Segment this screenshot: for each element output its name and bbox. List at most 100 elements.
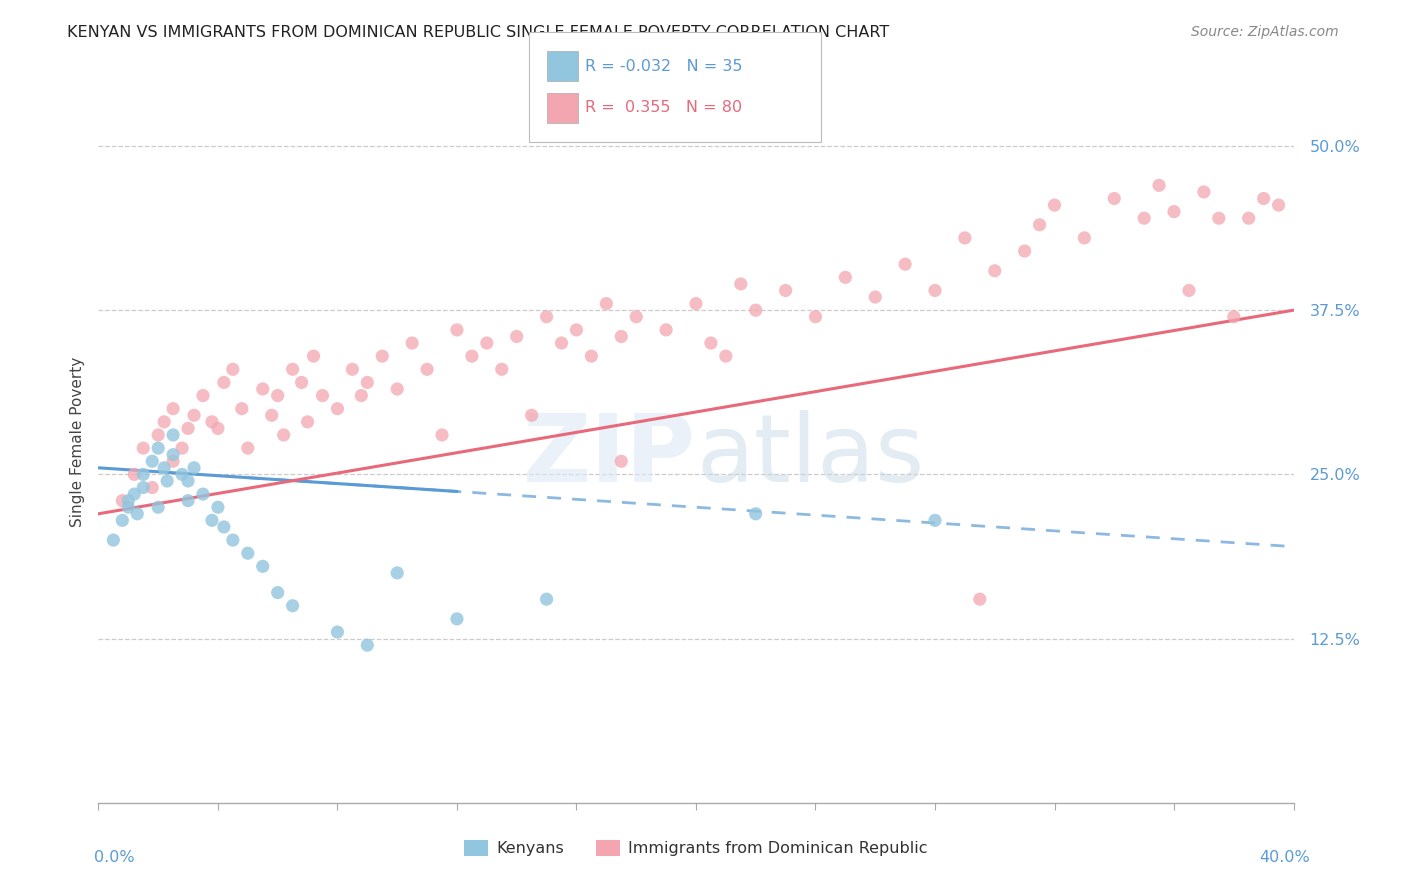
Point — [1133, 211, 1156, 226]
Point — [156, 474, 179, 488]
Point — [834, 270, 856, 285]
Point — [1178, 284, 1201, 298]
Point — [1267, 198, 1289, 212]
Point — [132, 441, 155, 455]
Point — [416, 362, 439, 376]
Point — [291, 376, 314, 390]
Point — [401, 336, 423, 351]
Point — [177, 474, 200, 488]
Point — [506, 329, 529, 343]
Point — [297, 415, 319, 429]
Point — [1104, 192, 1126, 206]
Point — [1073, 231, 1095, 245]
Point — [162, 454, 184, 468]
Point — [302, 349, 325, 363]
Point — [162, 448, 184, 462]
Point — [1043, 198, 1066, 212]
Point — [222, 362, 245, 376]
Point — [267, 388, 290, 402]
Legend: Kenyans, Immigrants from Dominican Republic: Kenyans, Immigrants from Dominican Repub… — [464, 839, 928, 856]
Point — [212, 376, 235, 390]
Point — [127, 507, 149, 521]
Point — [207, 500, 229, 515]
Point — [356, 376, 378, 390]
Point — [281, 599, 304, 613]
Point — [581, 349, 603, 363]
Point — [520, 409, 543, 423]
Point — [162, 401, 184, 416]
Point — [148, 428, 170, 442]
Point — [177, 493, 200, 508]
Point — [350, 388, 373, 402]
Point — [201, 415, 224, 429]
Point — [775, 284, 797, 298]
Point — [260, 409, 283, 423]
Point — [117, 500, 139, 515]
Point — [191, 487, 214, 501]
Text: 40.0%: 40.0% — [1260, 850, 1310, 865]
Point — [177, 421, 200, 435]
Point — [1163, 204, 1185, 219]
Point — [610, 329, 633, 343]
Point — [222, 533, 245, 547]
Point — [342, 362, 364, 376]
Point — [446, 323, 468, 337]
Point — [655, 323, 678, 337]
Point — [745, 507, 768, 521]
Point — [191, 388, 214, 402]
Point — [111, 493, 134, 508]
Point — [273, 428, 295, 442]
Point — [475, 336, 498, 351]
Point — [141, 454, 163, 468]
Point — [231, 401, 253, 416]
Point — [326, 401, 349, 416]
Y-axis label: Single Female Poverty: Single Female Poverty — [69, 357, 84, 526]
Point — [1237, 211, 1260, 226]
Point — [536, 310, 558, 324]
Point — [236, 546, 259, 560]
Point — [103, 533, 125, 547]
Point — [1014, 244, 1036, 258]
Text: atlas: atlas — [696, 410, 924, 502]
Point — [124, 487, 146, 501]
Point — [252, 559, 274, 574]
Point — [924, 513, 946, 527]
Text: 0.0%: 0.0% — [94, 850, 135, 865]
Point — [141, 481, 163, 495]
Point — [172, 441, 194, 455]
Point — [745, 303, 768, 318]
Text: KENYAN VS IMMIGRANTS FROM DOMINICAN REPUBLIC SINGLE FEMALE POVERTY CORRELATION C: KENYAN VS IMMIGRANTS FROM DOMINICAN REPU… — [67, 25, 890, 40]
Point — [148, 441, 170, 455]
Point — [153, 415, 176, 429]
Point — [385, 566, 409, 580]
Point — [700, 336, 723, 351]
Point — [183, 460, 205, 475]
Point — [117, 493, 139, 508]
Text: Source: ZipAtlas.com: Source: ZipAtlas.com — [1191, 25, 1339, 39]
Point — [595, 296, 617, 310]
Point — [132, 481, 155, 495]
Point — [1028, 218, 1050, 232]
Point — [536, 592, 558, 607]
Point — [153, 460, 176, 475]
Point — [894, 257, 917, 271]
Point — [207, 421, 229, 435]
Point — [969, 592, 991, 607]
Text: R = -0.032   N = 35: R = -0.032 N = 35 — [585, 59, 742, 73]
Point — [730, 277, 752, 291]
Point — [446, 612, 468, 626]
Point — [550, 336, 572, 351]
Point — [1253, 192, 1275, 206]
Point — [1192, 185, 1215, 199]
Point — [148, 500, 170, 515]
Text: R =  0.355   N = 80: R = 0.355 N = 80 — [585, 101, 742, 115]
Point — [252, 382, 274, 396]
Point — [162, 428, 184, 442]
Point — [430, 428, 453, 442]
Point — [984, 264, 1007, 278]
Point — [1147, 178, 1170, 193]
Point — [212, 520, 235, 534]
Point — [111, 513, 134, 527]
Text: ZIP: ZIP — [523, 410, 696, 502]
Point — [311, 388, 333, 402]
